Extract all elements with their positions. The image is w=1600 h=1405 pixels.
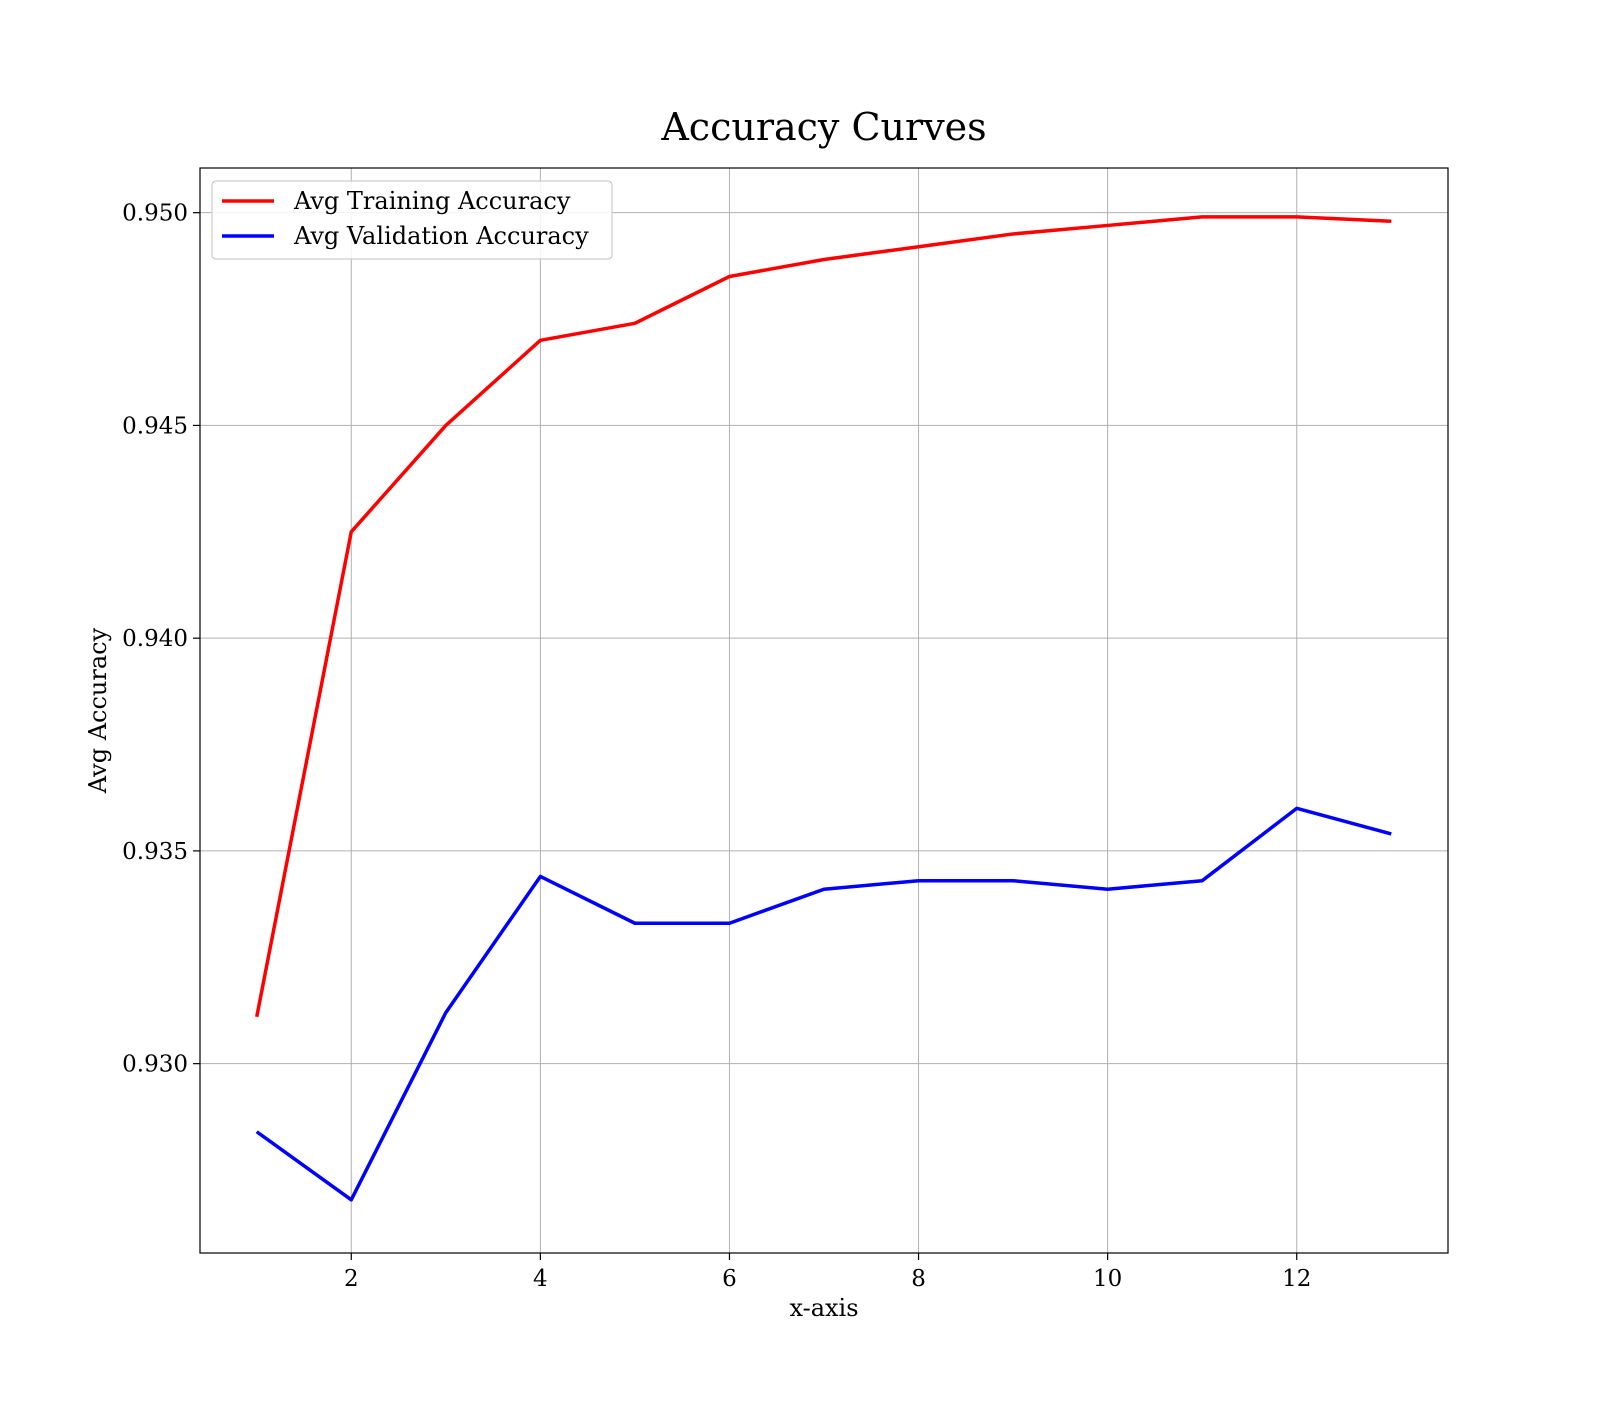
y-tick-label: 0.945 xyxy=(122,413,188,439)
legend-label-validation: Avg Validation Accuracy xyxy=(293,222,589,250)
y-tick-label: 0.940 xyxy=(122,626,188,652)
x-tick-label: 10 xyxy=(1093,1266,1122,1292)
plot-frame xyxy=(199,167,1449,1254)
x-tick-label: 4 xyxy=(533,1266,548,1292)
legend-label-training: Avg Training Accuracy xyxy=(293,187,571,215)
series-lines xyxy=(255,215,1392,1202)
legend: Avg Training Accuracy Avg Validation Acc… xyxy=(211,180,613,260)
legend-box xyxy=(211,180,613,260)
x-tick-label: 12 xyxy=(1282,1266,1311,1292)
y-tick-label: 0.935 xyxy=(122,839,188,865)
y-tick-label: 0.950 xyxy=(122,201,188,227)
chart-title: Accuracy Curves xyxy=(660,105,986,149)
series-line-training xyxy=(255,215,1392,1018)
x-tick-label: 6 xyxy=(722,1266,737,1292)
axis-ticks: 2 4 6 8 10 12 0.930 0.935 0.940 0.945 0.950 xyxy=(122,201,1311,1292)
y-tick-label: 0.930 xyxy=(122,1052,188,1078)
x-tick-label: 8 xyxy=(911,1266,926,1292)
series-line-validation xyxy=(255,806,1392,1202)
x-axis-label: x-axis xyxy=(789,1294,858,1322)
x-tick-label: 2 xyxy=(344,1266,359,1292)
grid xyxy=(200,168,1448,1253)
y-axis-label: Avg Accuracy xyxy=(84,627,112,794)
